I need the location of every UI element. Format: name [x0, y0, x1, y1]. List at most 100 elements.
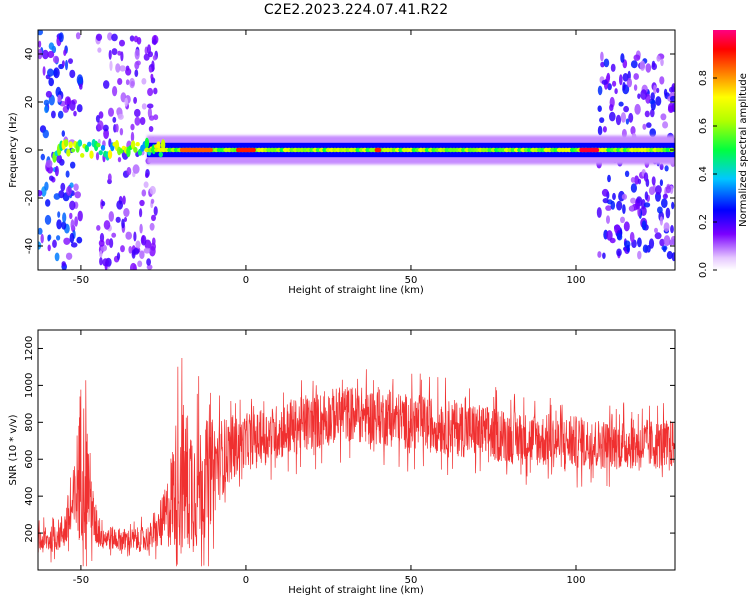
scatter-blob	[107, 173, 112, 182]
scatter-blob	[44, 214, 52, 225]
scatter-blob	[69, 100, 76, 111]
scatter-blob	[623, 221, 630, 232]
scatter-blob	[133, 96, 138, 104]
scatter-blob	[52, 239, 57, 248]
band-blob	[66, 148, 71, 157]
scatter-blob	[596, 207, 602, 218]
scatter-blob	[149, 222, 155, 231]
scatter-blob	[97, 47, 102, 53]
scatter-blob	[639, 60, 646, 71]
scatter-blob	[600, 61, 605, 68]
spectrogram-x-axis: -50 0 50 100	[73, 30, 586, 286]
scatter-blob	[605, 205, 612, 211]
scatter-blob	[53, 67, 60, 79]
scatter-blob	[73, 183, 79, 191]
scatter-blob	[610, 200, 616, 210]
scatter-blob	[637, 93, 641, 99]
scatter-blob	[79, 83, 83, 90]
snr-series	[38, 357, 675, 567]
high-amplitude-segment	[179, 147, 213, 153]
y-tick-label: 400	[24, 487, 35, 506]
scatter-blob	[620, 112, 627, 123]
scatter-blob	[53, 193, 61, 200]
scatter-blob	[662, 246, 667, 253]
scatter-blob	[665, 185, 671, 194]
scatter-blob	[62, 212, 67, 223]
scatter-blob	[117, 113, 124, 120]
scatter-blob	[597, 125, 603, 136]
scatter-blob	[597, 251, 602, 258]
scatter-blob	[105, 238, 111, 246]
scatter-blob	[663, 88, 668, 97]
scatter-blob	[671, 201, 675, 210]
scatter-blob	[664, 165, 669, 172]
scatter-blob	[44, 181, 49, 191]
scatter-blob	[614, 88, 618, 95]
scatter-blob	[651, 176, 656, 186]
scatter-blob	[98, 239, 105, 247]
scatter-blob	[654, 232, 662, 240]
scatter-blob	[610, 63, 616, 72]
scatter-blob	[116, 200, 124, 210]
band-blob	[100, 144, 106, 151]
spectrogram-y-axis: -40 -20 0 20 40	[24, 48, 675, 254]
scatter-blob	[97, 120, 104, 131]
scatter-blob	[60, 182, 66, 192]
scatter-blob	[625, 118, 630, 125]
scatter-blob	[117, 50, 122, 56]
scatter-blob	[115, 123, 119, 133]
scatter-blob	[634, 103, 641, 115]
scatter-blob	[108, 49, 112, 60]
scatter-blob	[630, 177, 636, 183]
band-blob	[70, 148, 76, 153]
scatter-blob	[38, 40, 42, 48]
scatter-blob	[148, 126, 154, 132]
scatter-blob	[48, 77, 54, 87]
scatter-blob	[152, 237, 156, 246]
scatter-blob	[134, 49, 140, 60]
scatter-blob	[620, 216, 625, 223]
scatter-blob	[99, 257, 103, 266]
x-tick-label: 0	[243, 575, 249, 586]
scatter-blob	[52, 55, 60, 64]
scatter-blob	[612, 80, 617, 87]
scatter-blob	[630, 183, 638, 193]
x-tick-label: 50	[405, 575, 418, 586]
band-blob	[89, 150, 94, 159]
scatter-blob	[633, 84, 638, 91]
spectrogram-panel: -50 0 50 100 -40 -20 0 20 40 Height of straight…	[8, 29, 676, 296]
scatter-blob	[663, 235, 671, 247]
scatter-blob	[146, 264, 153, 270]
scatter-blob	[147, 44, 151, 55]
scatter-blob	[96, 225, 101, 231]
band-blob	[77, 139, 83, 147]
scatter-blob	[659, 76, 665, 85]
scatter-blob	[103, 128, 109, 140]
scatter-blob	[644, 191, 649, 201]
scatter-blob	[42, 49, 49, 60]
scatter-blob	[65, 252, 73, 260]
scatter-blob	[38, 30, 43, 36]
scatter-blob	[626, 77, 633, 88]
scatter-blob	[131, 249, 136, 259]
scatter-blob	[40, 233, 44, 244]
scatter-blob	[637, 250, 642, 260]
scatter-blob	[141, 103, 147, 110]
scatter-blob	[606, 230, 613, 241]
scatter-blob	[612, 192, 616, 201]
scatter-blob	[61, 60, 65, 67]
scatter-blob	[123, 208, 130, 217]
scatter-blob	[641, 220, 647, 231]
scatter-blob	[621, 193, 628, 200]
scatter-blob	[637, 237, 642, 248]
scatter-blob	[119, 65, 126, 72]
band-blob	[156, 141, 161, 150]
scatter-blob	[98, 111, 104, 119]
scatter-blob	[121, 218, 125, 229]
scatter-blob	[145, 172, 149, 178]
scatter-blob	[152, 55, 157, 61]
snr-y-axis: 200 400 600 800 1000 1200	[24, 336, 675, 543]
scatter-blob	[601, 188, 609, 197]
scatter-blob	[57, 94, 62, 103]
scatter-blob	[102, 258, 109, 267]
